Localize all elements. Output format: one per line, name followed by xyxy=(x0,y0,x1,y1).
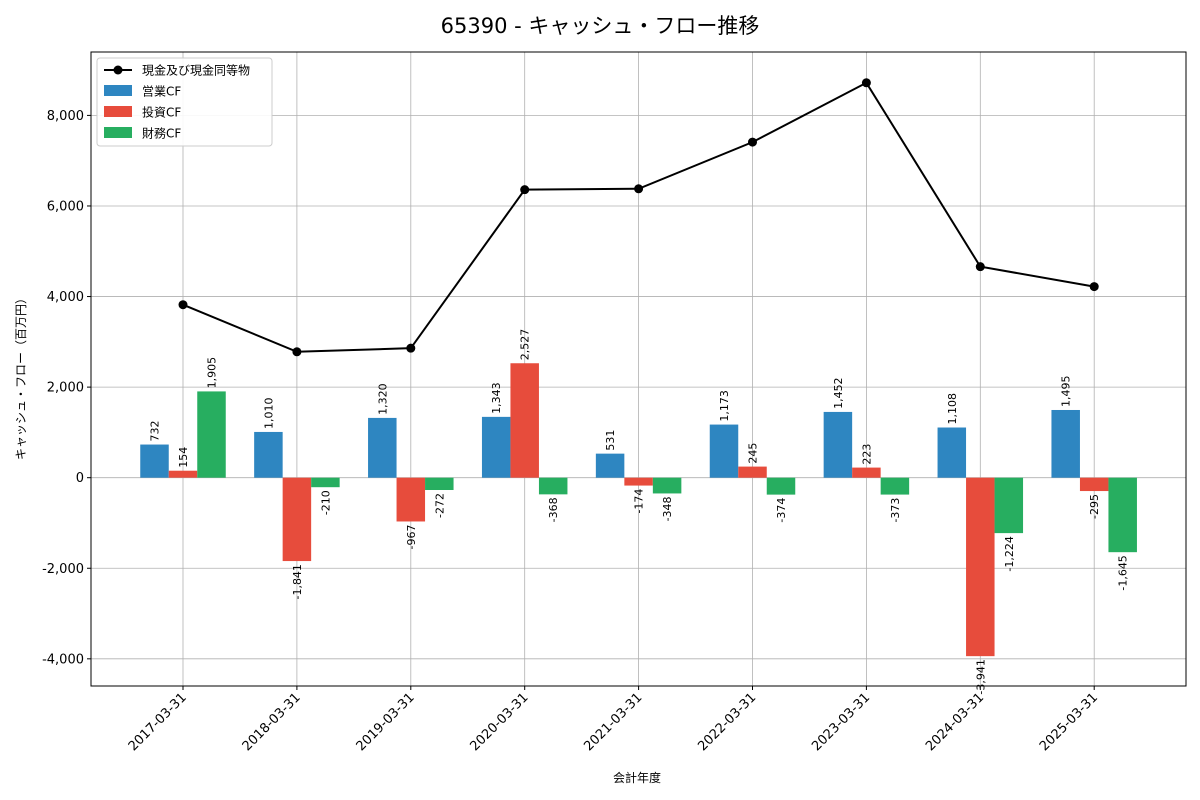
legend-box xyxy=(96,57,273,147)
data-label: -1,224 xyxy=(1003,536,1016,571)
bar-財務CF-2019-03-31 xyxy=(425,477,454,491)
bar-営業CF-2022-03-31 xyxy=(709,424,739,478)
data-label: -373 xyxy=(889,498,902,523)
cash-point-2024-03-31 xyxy=(975,262,985,272)
bar-財務CF-2017-03-31 xyxy=(197,391,226,478)
data-label: 1,905 xyxy=(206,357,219,389)
data-label: 1,452 xyxy=(832,377,845,409)
x-tick-label: 2023-03-31 xyxy=(809,690,873,754)
cash-point-2018-03-31 xyxy=(292,347,302,357)
cash-point-2017-03-31 xyxy=(178,300,188,310)
y-tick-label: 0 xyxy=(76,471,84,486)
x-tick-label: 2020-03-31 xyxy=(467,690,531,754)
legend-label: 現金及び現金同等物 xyxy=(142,63,250,78)
x-tick-label: 2017-03-31 xyxy=(126,690,190,754)
data-label: 1,010 xyxy=(262,397,275,429)
cash-point-2021-03-31 xyxy=(634,184,644,194)
y-axis-ticks: -4,000 -2,000 0 2,000 4,000 6,000 8,000 xyxy=(42,109,91,667)
data-label: 223 xyxy=(860,444,873,465)
legend-line-marker xyxy=(113,65,123,75)
data-label: -295 xyxy=(1088,494,1101,519)
data-label: 245 xyxy=(747,443,760,464)
bar-投資CF-2017-03-31 xyxy=(168,470,198,478)
bar-財務CF-2018-03-31 xyxy=(311,477,340,488)
data-label: 154 xyxy=(177,447,190,468)
bar-投資CF-2020-03-31 xyxy=(510,363,539,478)
bar-投資CF-2025-03-31 xyxy=(1079,477,1109,492)
legend-label: 投資CF xyxy=(142,105,181,120)
y-tick-label: -2,000 xyxy=(42,562,84,577)
cash-point-2022-03-31 xyxy=(748,137,757,147)
data-label: 1,108 xyxy=(946,393,959,425)
bars xyxy=(140,363,1137,657)
bar-営業CF-2025-03-31 xyxy=(1051,409,1080,478)
chart-title: 65390 - キャッシュ・フロー推移 xyxy=(441,14,760,38)
x-tick-label: 2019-03-31 xyxy=(354,690,418,754)
bar-投資CF-2019-03-31 xyxy=(396,477,426,522)
bar-財務CF-2025-03-31 xyxy=(1108,477,1137,553)
legend-swatch xyxy=(104,106,132,117)
bar-投資CF-2018-03-31 xyxy=(282,477,312,562)
data-label: 1,343 xyxy=(490,382,503,414)
x-axis-ticks: 2017-03-31 2018-03-31 2019-03-31 2020-03-31… xyxy=(126,686,1101,754)
bar-財務CF-2024-03-31 xyxy=(994,477,1024,534)
bar-営業CF-2019-03-31 xyxy=(368,417,397,478)
data-label: 732 xyxy=(149,421,162,442)
data-label: 1,320 xyxy=(376,383,389,415)
x-tick-label: 2025-03-31 xyxy=(1037,690,1101,754)
bar-財務CF-2023-03-31 xyxy=(880,477,910,495)
bar-投資CF-2023-03-31 xyxy=(852,467,881,478)
data-label: -967 xyxy=(405,524,418,549)
bar-営業CF-2020-03-31 xyxy=(481,416,511,478)
cash-point-2023-03-31 xyxy=(861,78,871,88)
data-label: 531 xyxy=(604,430,617,451)
data-label: -174 xyxy=(633,489,646,514)
data-label: -374 xyxy=(775,498,788,523)
data-label: -272 xyxy=(433,493,446,518)
x-tick-label: 2021-03-31 xyxy=(581,690,645,754)
legend-swatch xyxy=(104,127,132,138)
legend-swatch xyxy=(104,85,132,96)
data-label: -368 xyxy=(547,497,560,522)
legend-label: 営業CF xyxy=(142,85,181,99)
bar-営業CF-2021-03-31 xyxy=(595,453,625,478)
data-label: -210 xyxy=(319,490,332,515)
bar-投資CF-2022-03-31 xyxy=(738,466,767,478)
x-axis-label: 会計年度 xyxy=(613,770,661,785)
y-tick-label: 8,000 xyxy=(47,109,84,124)
x-tick-label: 2024-03-31 xyxy=(923,690,987,754)
data-label: 2,527 xyxy=(519,329,532,361)
y-tick-label: 4,000 xyxy=(47,290,84,305)
y-tick-label: 2,000 xyxy=(47,381,84,396)
y-tick-label: -4,000 xyxy=(42,652,84,667)
cash-line xyxy=(178,78,1099,357)
legend-label: 財務CF xyxy=(142,126,181,141)
grid xyxy=(91,52,1186,686)
bar-営業CF-2023-03-31 xyxy=(823,411,853,478)
bar-投資CF-2021-03-31 xyxy=(624,477,653,486)
bar-営業CF-2017-03-31 xyxy=(140,444,169,478)
cash-point-2020-03-31 xyxy=(520,185,530,195)
y-axis-label: キャッシュ・フロー（百万円） xyxy=(14,292,28,460)
data-label: -1,645 xyxy=(1117,555,1130,590)
cash-point-2019-03-31 xyxy=(406,343,416,353)
data-label: 1,495 xyxy=(1060,375,1073,407)
bar-営業CF-2018-03-31 xyxy=(254,431,283,478)
data-label: 1,173 xyxy=(718,390,731,422)
data-label: -348 xyxy=(661,496,674,521)
bar-財務CF-2022-03-31 xyxy=(766,477,796,495)
y-tick-label: 6,000 xyxy=(47,199,84,214)
cash-point-2025-03-31 xyxy=(1089,282,1099,292)
bar-財務CF-2020-03-31 xyxy=(538,477,568,495)
bar-投資CF-2024-03-31 xyxy=(966,477,995,657)
x-tick-label: 2022-03-31 xyxy=(695,690,759,754)
bar-営業CF-2024-03-31 xyxy=(937,427,967,478)
x-tick-label: 2018-03-31 xyxy=(240,690,304,754)
bar-財務CF-2021-03-31 xyxy=(652,477,682,494)
data-label: -1,841 xyxy=(291,564,304,599)
